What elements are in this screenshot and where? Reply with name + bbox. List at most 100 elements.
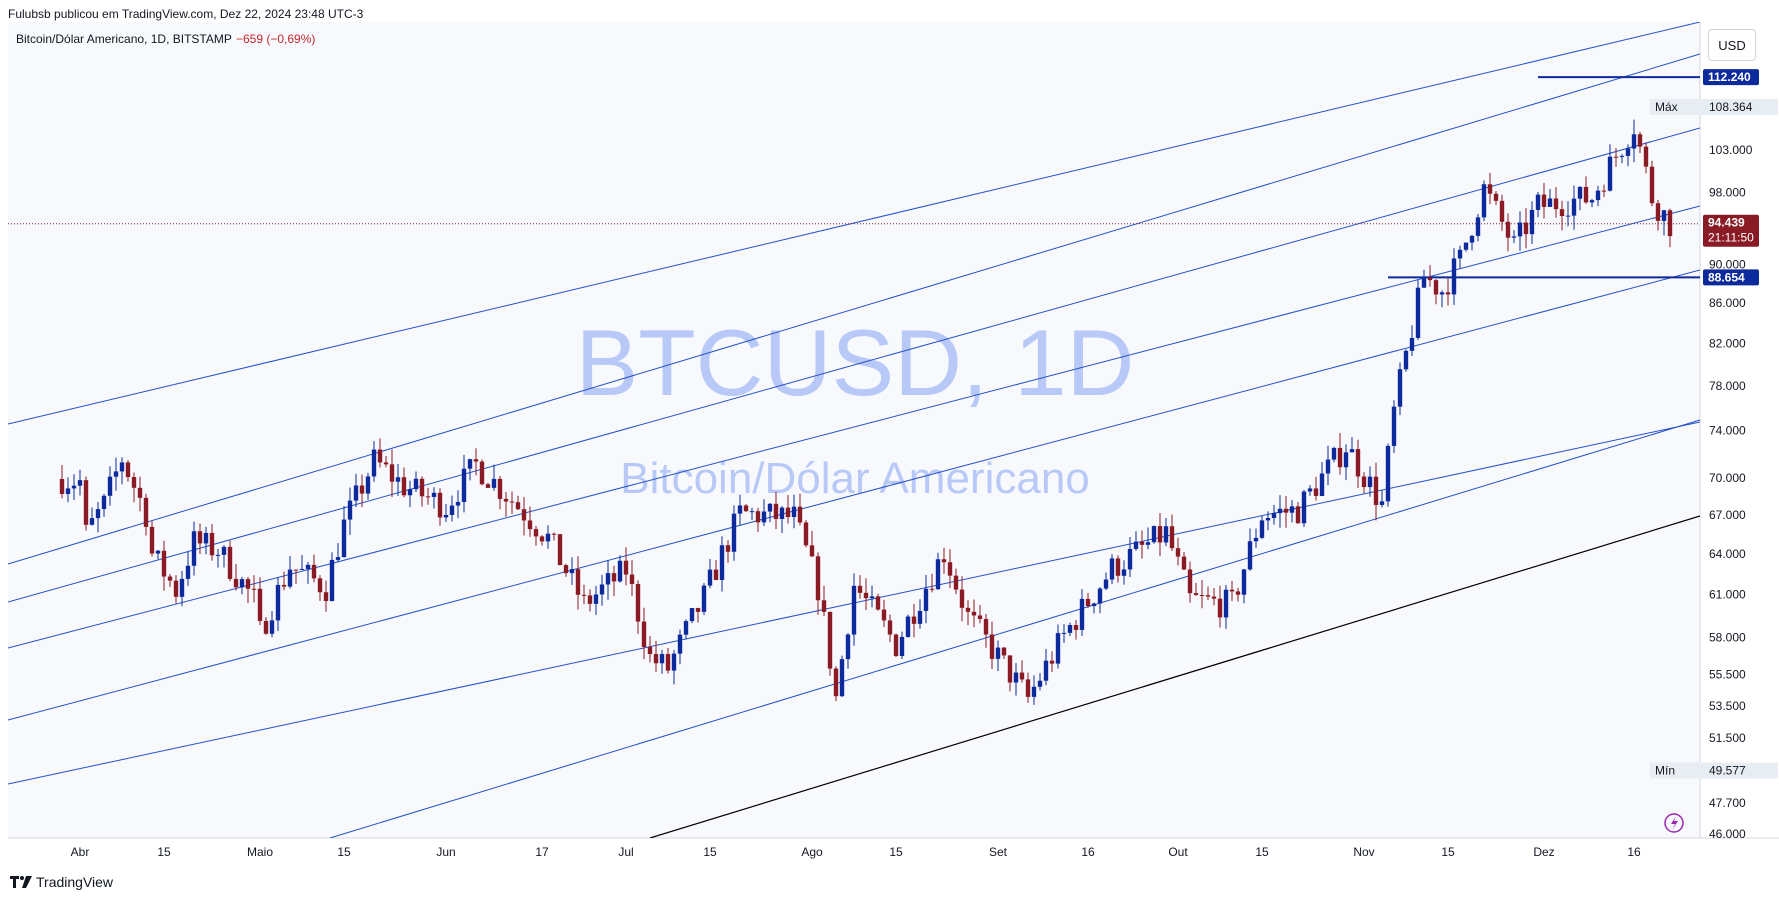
candle-body	[707, 569, 713, 586]
candle-body	[959, 589, 965, 608]
tradingview-logo[interactable]: TradingView	[10, 874, 113, 890]
candle	[1481, 180, 1487, 222]
candle-body	[827, 611, 833, 669]
candle	[1199, 580, 1205, 609]
candle	[719, 536, 725, 592]
candle-body	[1307, 488, 1313, 492]
candle	[515, 495, 521, 511]
candle	[575, 556, 581, 610]
candle	[233, 563, 239, 591]
tradingview-logo-icon	[10, 876, 32, 888]
candle	[821, 585, 827, 617]
candle-body	[509, 501, 515, 503]
candle	[521, 496, 527, 536]
candle	[869, 585, 875, 608]
candle	[203, 526, 209, 555]
candle-body	[773, 503, 779, 519]
candle	[1085, 592, 1091, 608]
candle-body	[761, 511, 767, 523]
candle-body	[1637, 134, 1643, 147]
candle	[161, 540, 167, 591]
candle	[1001, 646, 1007, 659]
candle	[89, 507, 95, 526]
candle	[1367, 466, 1373, 497]
candle-body	[1373, 476, 1379, 505]
candle-body	[983, 618, 989, 635]
candle	[545, 525, 551, 549]
y-tick-label: 82.000	[1709, 337, 1746, 351]
candle-body	[1193, 593, 1199, 596]
candle	[1421, 269, 1427, 288]
candle-body	[215, 554, 221, 556]
candle	[365, 472, 371, 500]
x-tick-label: Jul	[618, 845, 633, 859]
candle-body	[1613, 156, 1619, 158]
candle	[527, 506, 533, 537]
candle-body	[1643, 146, 1649, 167]
candle	[1445, 278, 1451, 306]
symbol-change: −659 (−0,69%)	[236, 32, 315, 46]
candle	[1049, 651, 1055, 673]
candle-body	[605, 573, 611, 585]
candle-body	[221, 546, 227, 555]
candle	[1643, 142, 1649, 174]
candle	[899, 631, 905, 660]
candle-body	[1415, 287, 1421, 338]
candle-body	[1181, 556, 1187, 570]
candle-body	[1475, 217, 1481, 236]
candle-body	[581, 594, 587, 596]
candle	[95, 501, 101, 533]
candle	[329, 552, 335, 602]
candle	[1505, 213, 1511, 252]
candle-body	[653, 654, 659, 664]
currency-button[interactable]: USD	[1708, 29, 1756, 61]
candle	[1583, 176, 1589, 204]
candle-body	[1493, 193, 1499, 201]
candle-body	[821, 600, 827, 612]
candle	[1499, 194, 1505, 231]
candle-body	[1073, 625, 1079, 630]
candle	[185, 552, 191, 586]
candle	[1253, 528, 1259, 548]
candle-body	[1517, 222, 1523, 237]
level-price-badge: 112.240	[1703, 69, 1759, 86]
candle	[1571, 185, 1577, 230]
candle	[1319, 462, 1325, 497]
candle-body	[1175, 548, 1181, 557]
candle-body	[917, 610, 923, 624]
candle-body	[1529, 209, 1535, 235]
candle-body	[995, 647, 1001, 659]
candle	[845, 633, 851, 669]
candle-body	[617, 560, 623, 582]
candle	[1451, 248, 1457, 305]
candle-body	[587, 595, 593, 604]
candle-body	[797, 506, 803, 523]
candle-body	[125, 462, 131, 478]
candle	[503, 491, 509, 517]
candle-body	[1169, 526, 1175, 549]
candle-body	[875, 596, 881, 610]
candle	[641, 607, 647, 660]
candle	[1565, 201, 1571, 227]
candle-body	[641, 621, 647, 647]
candle	[839, 655, 845, 698]
candle-body	[119, 462, 125, 472]
candle	[1409, 325, 1415, 357]
candle	[1631, 119, 1637, 163]
candle-body	[311, 564, 317, 579]
channel-line	[329, 419, 1700, 838]
candle	[1457, 245, 1463, 269]
candle	[1283, 496, 1289, 528]
candle-body	[857, 585, 863, 593]
candle-body	[1403, 350, 1409, 370]
channel-line	[8, 269, 1700, 721]
candle-body	[431, 492, 437, 497]
candle	[815, 552, 821, 615]
candle	[1265, 511, 1271, 531]
candle-body	[695, 608, 701, 612]
candle-body	[1115, 558, 1121, 576]
y-tick-label: 103.000	[1709, 143, 1753, 157]
candle-body	[725, 545, 731, 552]
